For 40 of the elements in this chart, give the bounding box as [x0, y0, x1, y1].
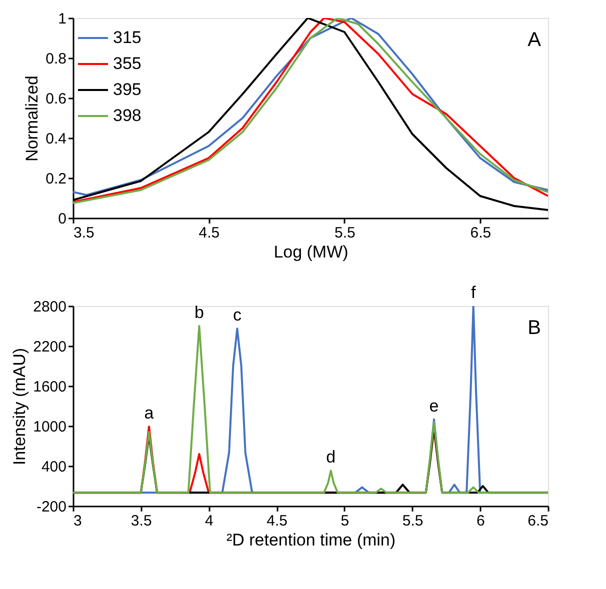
legend-label: 355 [113, 54, 142, 73]
x-tick-label: 3 [74, 512, 82, 530]
x-tick-label: 6 [476, 512, 485, 530]
y-tick-label: 0 [58, 210, 66, 228]
legend-label: 315 [113, 28, 142, 47]
x-tick-label: 4.5 [266, 512, 288, 530]
annotation: A [528, 29, 542, 51]
legend-label: 398 [113, 106, 142, 125]
annotation: d [326, 448, 336, 467]
y-axis-title: Normalized [22, 76, 42, 162]
y-tick-label: 0.2 [46, 170, 66, 188]
x-axis-title: Log (MW) [274, 242, 348, 262]
x-tick-label: 5.5 [402, 512, 424, 530]
x-tick-label: 3.5 [130, 512, 152, 530]
x-axis-title: ²D retention time (min) [226, 530, 396, 550]
y-tick-label: 2200 [33, 338, 66, 356]
y-tick-label: 2800 [33, 298, 66, 316]
y-tick-label: 0.8 [46, 50, 66, 68]
x-tick-label: 3.5 [74, 224, 94, 242]
y-tick-label: 400 [41, 458, 66, 476]
x-tick-label: 4.5 [198, 224, 220, 242]
y-tick-label: 0.4 [46, 130, 66, 148]
y-tick-label: 1600 [33, 378, 66, 396]
x-tick-label: 5.5 [334, 224, 356, 242]
x-tick-label: 4 [205, 512, 214, 530]
y-tick-label: -200 [36, 498, 66, 516]
x-tick-label: 5 [340, 512, 350, 530]
y-axis-title: Intensity (mAU) [10, 348, 30, 466]
annotation: b [194, 303, 204, 322]
annotation: B [528, 317, 541, 339]
y-tick-label: 0.6 [46, 90, 66, 108]
annotation: f [470, 283, 476, 302]
x-tick-label: 6.5 [528, 512, 548, 530]
y-tick-label: 1000 [33, 418, 66, 436]
annotation: e [429, 396, 439, 416]
legend-label: 395 [113, 80, 142, 99]
annotation: c [232, 306, 242, 325]
y-tick-label: 1 [58, 10, 66, 28]
x-tick-label: 6.5 [470, 224, 492, 242]
annotation: a [144, 404, 154, 423]
